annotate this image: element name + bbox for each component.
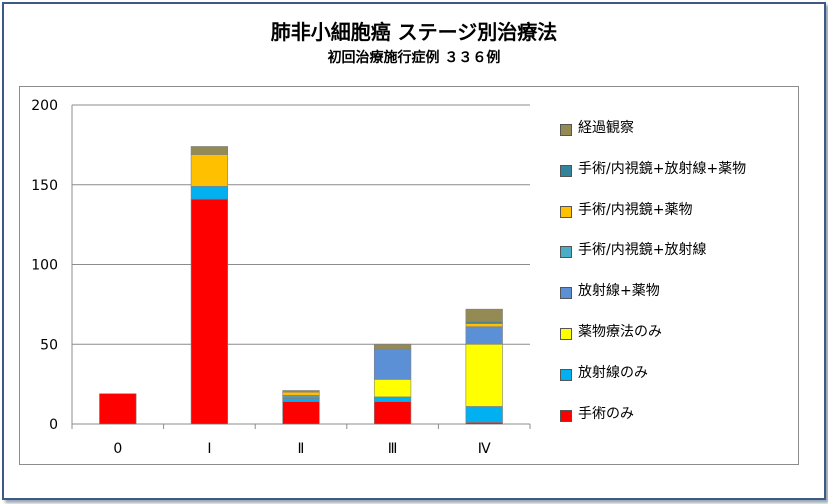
- bar-segment: [373, 401, 412, 425]
- bar-segment: [465, 406, 503, 423]
- bar-segment: [282, 390, 320, 393]
- x-tick-label: 0: [113, 441, 122, 457]
- legend-label: 手術/内視鏡+放射線: [578, 242, 707, 259]
- legend-swatch: [560, 205, 572, 218]
- bar-segment: [465, 323, 503, 328]
- bar-segment: [190, 198, 229, 425]
- legend-label: 手術/内視鏡+放射線+薬物: [578, 160, 747, 177]
- x-tick-label: Ⅱ: [298, 441, 305, 457]
- legend-label: 放射線のみ: [578, 364, 648, 381]
- legend-label: 放射線+薬物: [578, 283, 660, 300]
- legend-label: 経過観察: [578, 120, 634, 136]
- y-tick-label: 200: [31, 98, 58, 114]
- bar-segment: [465, 326, 503, 345]
- plot-area-border: [19, 86, 799, 465]
- legend-label: 手術のみ: [578, 405, 634, 422]
- y-tick-label: 150: [31, 178, 58, 194]
- bar-segment: [373, 396, 412, 402]
- legend-swatch: [560, 368, 572, 381]
- chart-subtitle: 初回治療施行症例 ３３６例: [327, 50, 501, 66]
- legend-swatch: [560, 246, 572, 259]
- x-tick-label: Ⅰ: [207, 441, 211, 457]
- bar-segment: [282, 401, 320, 425]
- bar-segment: [373, 348, 412, 380]
- x-tick-label: Ⅲ: [388, 441, 398, 457]
- bar-segment: [282, 398, 320, 402]
- legend-swatch: [560, 409, 572, 422]
- bar-segment: [373, 343, 412, 350]
- legend-label: 手術/内視鏡+薬物: [578, 201, 693, 218]
- x-tick-label: Ⅳ: [478, 441, 491, 457]
- bar-segment: [465, 343, 503, 407]
- bar-segment: [190, 154, 229, 187]
- chart-title: 肺非小細胞癌 ステージ別治療法: [270, 20, 558, 44]
- legend-swatch: [560, 164, 572, 177]
- legend-swatch: [560, 124, 572, 136]
- bar-segment: [190, 146, 229, 155]
- legend-swatch: [560, 287, 572, 300]
- bar-segment: [465, 308, 503, 323]
- bar-segment: [99, 393, 137, 425]
- bar-segment: [373, 379, 412, 398]
- legend-label: 薬物療法のみ: [578, 323, 662, 340]
- y-tick-label: 0: [49, 417, 58, 433]
- y-tick-label: 100: [31, 258, 58, 274]
- y-tick-label: 50: [40, 337, 58, 353]
- legend-swatch: [560, 327, 572, 340]
- bar-segment: [282, 391, 320, 396]
- bar-segment: [190, 186, 229, 200]
